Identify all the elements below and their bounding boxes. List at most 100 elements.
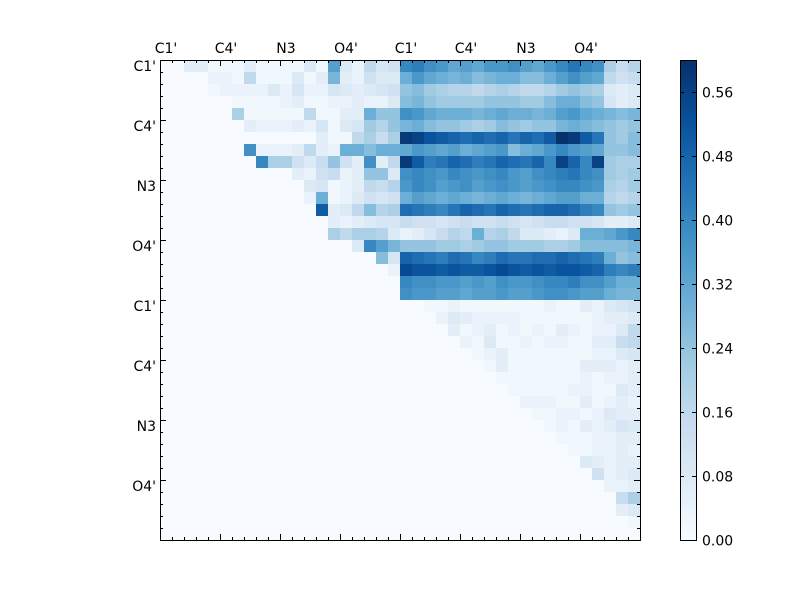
heatmap-cell <box>628 144 641 157</box>
heatmap-cell <box>376 432 389 445</box>
heatmap-cell <box>316 300 329 313</box>
heatmap-cell <box>400 216 413 229</box>
heatmap-cell <box>484 252 497 265</box>
heatmap-cell <box>244 120 257 133</box>
heatmap-cell <box>472 444 485 457</box>
heatmap-cell <box>520 384 533 397</box>
heatmap-cell <box>328 144 341 157</box>
heatmap-cell <box>412 492 425 505</box>
heatmap-cell <box>544 312 557 325</box>
heatmap-cell <box>316 324 329 337</box>
heatmap-cell <box>184 228 197 241</box>
heatmap-cell <box>160 504 173 517</box>
heatmap-cell <box>532 192 545 205</box>
heatmap-cell <box>436 60 449 73</box>
heatmap-cell <box>328 492 341 505</box>
heatmap-cell <box>196 408 209 421</box>
heatmap-cell <box>292 384 305 397</box>
heatmap-cell <box>568 72 581 85</box>
heatmap-cell <box>208 72 221 85</box>
heatmap-cell <box>280 288 293 301</box>
heatmap-cell <box>184 384 197 397</box>
heatmap-cell <box>292 516 305 529</box>
heatmap-cell <box>328 312 341 325</box>
heatmap-cell <box>220 168 233 181</box>
heatmap-cell <box>160 216 173 229</box>
heatmap-cell <box>424 432 437 445</box>
heatmap-cell <box>280 384 293 397</box>
heatmap-cell <box>328 168 341 181</box>
heatmap-cell <box>232 528 245 541</box>
heatmap-cell <box>436 96 449 109</box>
heatmap-cell <box>520 492 533 505</box>
heatmap-cell <box>508 504 521 517</box>
heatmap-cell <box>592 216 605 229</box>
heatmap-cell <box>508 456 521 469</box>
heatmap-cell <box>160 468 173 481</box>
heatmap-cell <box>460 84 473 97</box>
heatmap-cell <box>316 420 329 433</box>
heatmap-cell <box>532 60 545 73</box>
heatmap-cell <box>364 276 377 289</box>
heatmap-cell <box>496 228 509 241</box>
colorbar-tick-label: 0.16 <box>702 406 733 422</box>
heatmap-cell <box>412 264 425 277</box>
heatmap-cell <box>280 432 293 445</box>
heatmap-cell <box>472 432 485 445</box>
heatmap-cell <box>280 192 293 205</box>
heatmap-cell <box>604 468 617 481</box>
heatmap-cell <box>412 60 425 73</box>
heatmap-cell <box>580 204 593 217</box>
heatmap-cell <box>580 120 593 133</box>
heatmap-cell <box>496 72 509 85</box>
heatmap-cell <box>196 336 209 349</box>
heatmap-cell <box>604 300 617 313</box>
heatmap-cell <box>196 396 209 409</box>
heatmap-cell <box>568 288 581 301</box>
heatmap-cell <box>220 192 233 205</box>
heatmap-cell <box>412 84 425 97</box>
heatmap-cell <box>232 60 245 73</box>
heatmap-cell <box>472 120 485 133</box>
heatmap-cell <box>400 432 413 445</box>
heatmap-cell <box>496 432 509 445</box>
heatmap-cell <box>532 492 545 505</box>
heatmap-cell <box>244 408 257 421</box>
heatmap-cell <box>328 84 341 97</box>
heatmap-cell <box>340 156 353 169</box>
heatmap-cell <box>436 384 449 397</box>
heatmap-cell <box>532 336 545 349</box>
heatmap-cell <box>172 372 185 385</box>
heatmap-cell <box>268 348 281 361</box>
heatmap-cell <box>592 456 605 469</box>
heatmap-cell <box>448 528 461 541</box>
colorbar-tick-label: 0.08 <box>702 470 733 486</box>
heatmap-cell <box>448 84 461 97</box>
heatmap-cell <box>196 288 209 301</box>
heatmap-cell <box>328 264 341 277</box>
heatmap-cell <box>424 480 437 493</box>
heatmap-cell <box>304 60 317 73</box>
colorbar-tick-label: 0.00 <box>702 534 733 550</box>
heatmap-cell <box>220 120 233 133</box>
heatmap-cell <box>184 300 197 313</box>
heatmap-cell <box>268 492 281 505</box>
heatmap-cell <box>328 240 341 253</box>
heatmap-cell <box>388 408 401 421</box>
heatmap-cell <box>220 528 233 541</box>
heatmap-cell <box>328 252 341 265</box>
heatmap-cell <box>304 528 317 541</box>
heatmap-cell <box>628 276 641 289</box>
heatmap-cell <box>220 108 233 121</box>
heatmap-cell <box>208 372 221 385</box>
heatmap-cell <box>328 108 341 121</box>
heatmap-cell <box>400 156 413 169</box>
heatmap-cell <box>508 492 521 505</box>
heatmap-cell <box>292 360 305 373</box>
heatmap-cell <box>340 420 353 433</box>
heatmap-cell <box>184 288 197 301</box>
heatmap-cell <box>316 504 329 517</box>
heatmap-cell <box>220 72 233 85</box>
heatmap-cell <box>268 228 281 241</box>
heatmap-cell <box>628 132 641 145</box>
